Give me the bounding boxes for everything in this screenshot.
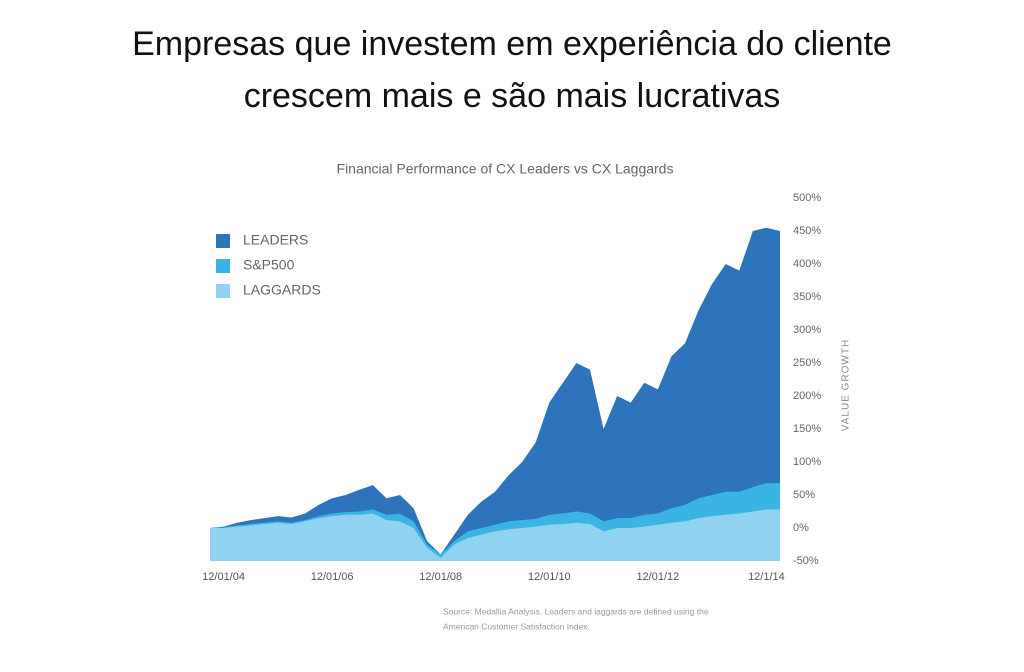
- area: [210, 509, 780, 561]
- x-tick-label: 12/01/12: [636, 571, 679, 583]
- slide-title: crescem mais e são mais lucrativas: [244, 77, 781, 115]
- legend-label: S&P500: [243, 257, 295, 273]
- y-tick-label: 450%: [793, 225, 821, 237]
- y-tick-label: 300%: [793, 324, 821, 336]
- legend-label: LAGGARDS: [243, 282, 321, 298]
- x-tick-label: 12/01/08: [419, 571, 462, 583]
- slide-title: Empresas que investem em experiência do …: [132, 25, 892, 63]
- legend-label: LEADERS: [243, 232, 308, 248]
- y-tick-label: 400%: [793, 258, 821, 270]
- x-tick-label: 12/01/06: [311, 571, 354, 583]
- y-axis-label: VALUE GROWTH: [841, 339, 852, 431]
- y-tick-label: 50%: [793, 489, 815, 501]
- y-tick-label: 100%: [793, 456, 821, 468]
- x-tick-label: 12/1/14: [748, 571, 785, 583]
- y-tick-label: 150%: [793, 423, 821, 435]
- legend-swatch: [216, 259, 230, 273]
- y-tick-label: -50%: [793, 555, 819, 567]
- y-tick-label: 250%: [793, 357, 821, 369]
- x-tick-label: 12/01/04: [202, 571, 245, 583]
- area: [210, 227, 780, 561]
- y-tick-label: 0%: [793, 522, 809, 534]
- source-note: American Customer Satisfaction Index.: [443, 621, 590, 631]
- y-tick-label: 200%: [793, 390, 821, 402]
- y-tick-label: 500%: [793, 192, 821, 204]
- y-tick-label: 350%: [793, 291, 821, 303]
- legend-swatch: [216, 234, 230, 248]
- chart-title: Financial Performance of CX Leaders vs C…: [337, 161, 674, 177]
- x-tick-label: 12/01/10: [528, 571, 571, 583]
- legend-swatch: [216, 284, 230, 298]
- source-note: Source: Medallia Analysis. Leaders and l…: [443, 606, 709, 616]
